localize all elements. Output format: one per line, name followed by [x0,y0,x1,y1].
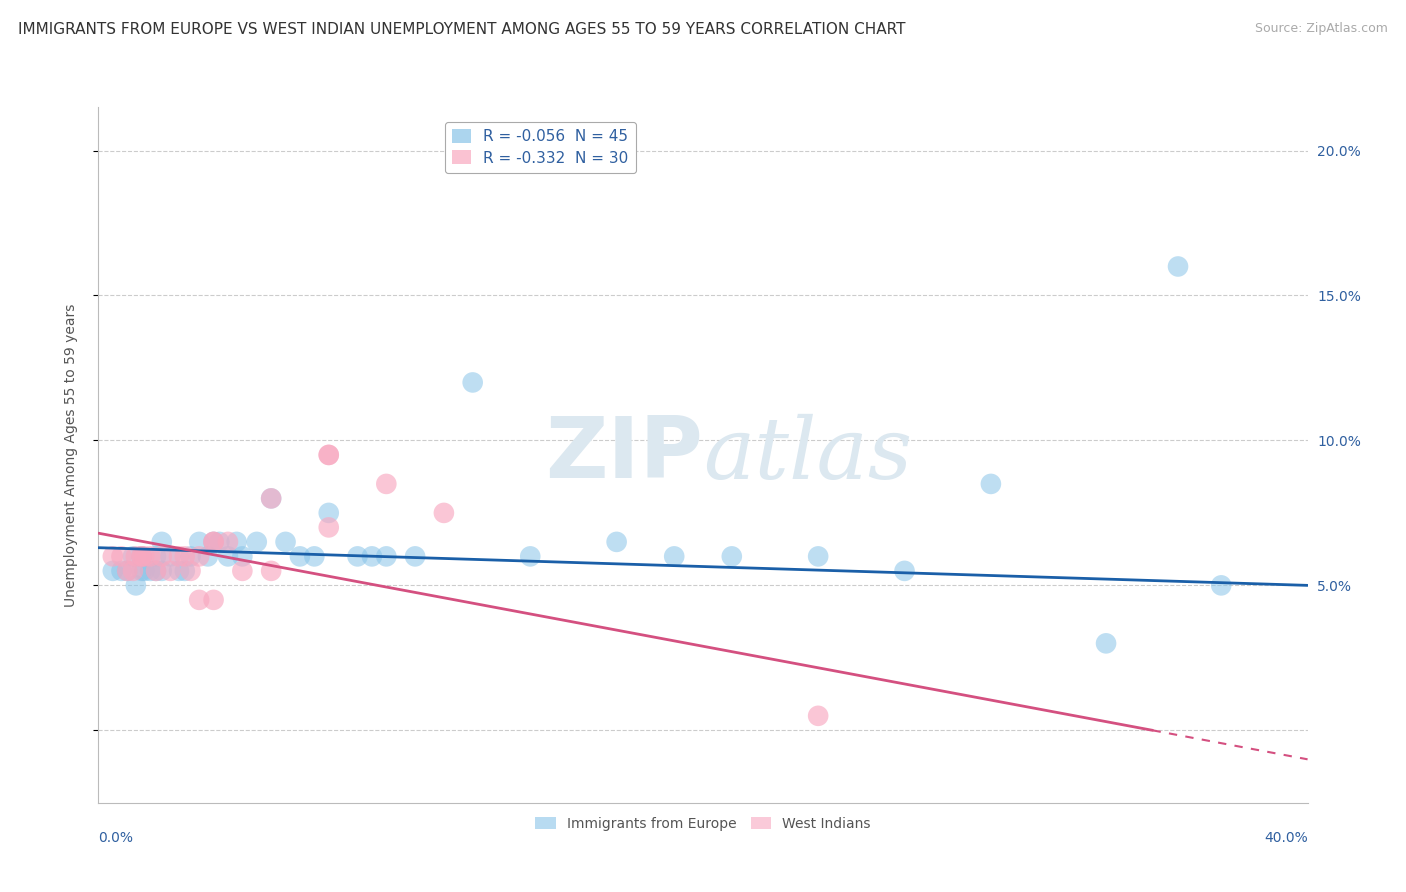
Point [225,534,247,549]
Point [188,592,211,607]
Point [150,534,173,549]
Point [606,534,628,549]
Point [115,564,138,578]
Point [260,491,283,506]
Point [110,564,132,578]
Point [202,534,225,549]
Point [173,564,195,578]
Point [433,506,456,520]
Point [101,564,124,578]
Point [180,564,202,578]
Point [110,549,132,564]
Point [893,564,915,578]
Point [231,549,253,564]
Point [167,549,190,564]
Legend: Immigrants from Europe, West Indians: Immigrants from Europe, West Indians [529,810,877,838]
Point [101,549,124,564]
Point [318,506,340,520]
Point [208,534,231,549]
Point [318,520,340,534]
Point [461,376,484,390]
Point [122,549,145,564]
Point [167,564,190,578]
Point [131,549,153,564]
Point [180,549,202,564]
Point [318,448,340,462]
Point [150,564,173,578]
Point [125,578,148,592]
Point [304,549,326,564]
Point [217,534,239,549]
Point [159,564,181,578]
Point [139,549,162,564]
Point [131,549,153,564]
Text: 40.0%: 40.0% [1264,830,1308,845]
Point [361,549,384,564]
Point [288,549,311,564]
Point [1211,578,1233,592]
Point [375,549,398,564]
Point [131,549,153,564]
Point [246,534,269,549]
Text: Source: ZipAtlas.com: Source: ZipAtlas.com [1254,22,1388,36]
Point [318,448,340,462]
Point [159,549,181,564]
Point [980,476,1002,491]
Point [188,549,211,564]
Point [145,549,167,564]
Point [139,564,162,578]
Point [260,491,283,506]
Point [664,549,686,564]
Point [274,534,297,549]
Point [375,476,398,491]
Point [202,592,225,607]
Point [807,549,830,564]
Point [122,564,145,578]
Point [173,549,195,564]
Point [145,564,167,578]
Y-axis label: Unemployment Among Ages 55 to 59 years: Unemployment Among Ages 55 to 59 years [63,303,77,607]
Point [115,564,138,578]
Text: atlas: atlas [703,414,912,496]
Point [1095,636,1118,650]
Point [231,564,253,578]
Point [134,564,156,578]
Point [145,564,167,578]
Point [519,549,541,564]
Point [125,549,148,564]
Point [131,564,153,578]
Point [150,549,173,564]
Point [188,534,211,549]
Point [134,549,156,564]
Text: ZIP: ZIP [546,413,703,497]
Point [346,549,368,564]
Point [202,534,225,549]
Point [217,549,239,564]
Text: 0.0%: 0.0% [98,830,134,845]
Point [202,534,225,549]
Point [197,549,219,564]
Point [1167,260,1189,274]
Point [404,549,426,564]
Point [807,708,830,723]
Point [260,564,283,578]
Text: IMMIGRANTS FROM EUROPE VS WEST INDIAN UNEMPLOYMENT AMONG AGES 55 TO 59 YEARS COR: IMMIGRANTS FROM EUROPE VS WEST INDIAN UN… [18,22,905,37]
Point [720,549,742,564]
